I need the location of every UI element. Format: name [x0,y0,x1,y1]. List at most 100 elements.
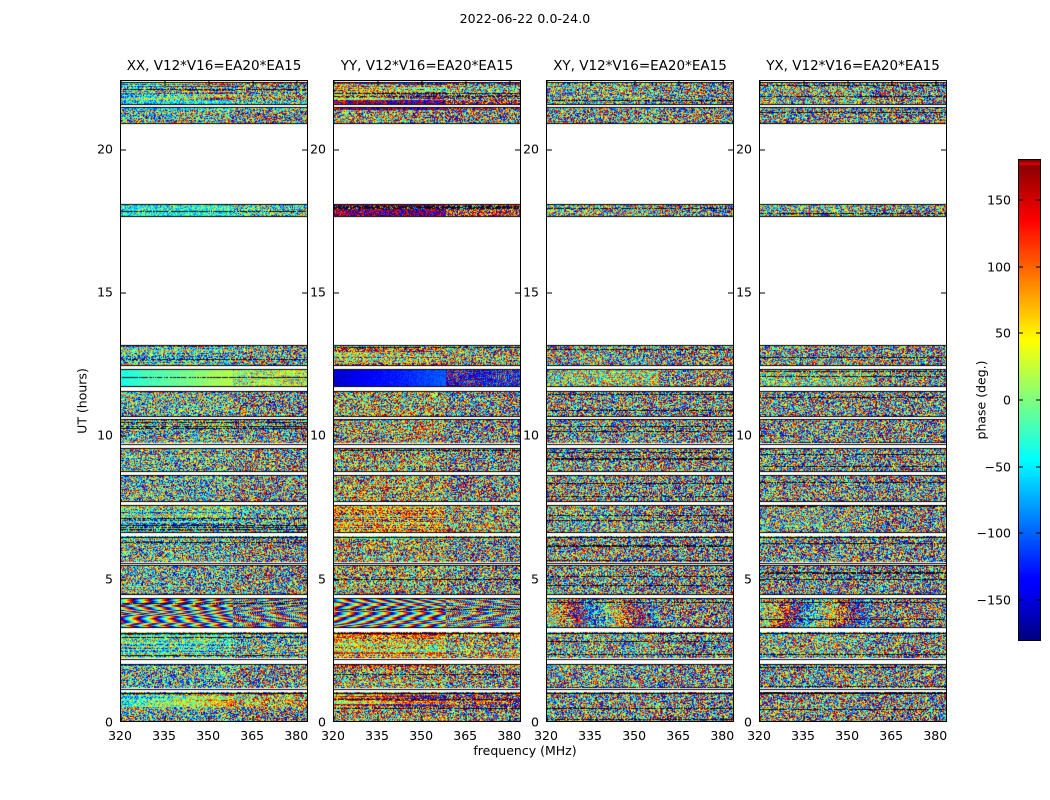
colorbar-tick-label: −50 [984,459,1011,475]
colorbar-tickmark [1036,466,1041,468]
y-tickmark [334,292,339,294]
colorbar-tick-label: 0 [1003,392,1011,408]
y-tickmark [760,435,765,437]
panel-yx[interactable]: YX, V12*V16=EA20*EA15 0 5 10 15 20 320 335 350 3… [736,58,947,743]
x-tickmark [334,81,335,86]
y-tick-label: 20 [97,141,113,157]
y-tick-label: 15 [523,284,539,300]
panel-yx-title: YX, V12*V16=EA20*EA15 [766,58,940,74]
colorbar-tickmark [1018,199,1023,201]
y-tick-label: 0 [744,714,752,730]
x-tickmark [634,81,636,86]
x-tick-label: 380 [923,728,948,743]
x-tickmark [377,716,379,721]
panel-yy[interactable]: YY, V12*V16=EA20*EA15 0 5 10 15 20 320 335 350 3… [310,58,521,743]
panel-xy[interactable]: XY, V12*V16=EA20*EA15 0 5 10 15 20 320 335 350 3… [523,58,734,743]
x-tickmark [678,716,680,721]
y-tickmark [121,292,126,294]
x-tickmark [465,716,467,721]
y-tick-label: 5 [318,571,326,587]
panel-xx-heatmap [121,81,307,721]
colorbar-label: phase (deg.) [973,360,989,440]
y-tickmark [941,292,946,294]
y-tickmark [334,149,339,151]
x-tick-label: 335 [578,728,602,743]
y-tick-label: 5 [531,571,539,587]
y-tickmark [302,292,307,294]
x-tickmark [164,81,166,86]
x-tick-label: 350 [835,728,860,743]
y-axis-label: UT (hours) [74,368,90,434]
y-tick-label: 5 [744,571,752,587]
y-tickmark [121,149,126,151]
colorbar-tick-label: 50 [995,325,1011,341]
x-tick-label: 335 [791,728,815,743]
x-tickmark [678,81,680,86]
y-tickmark [728,149,733,151]
y-tickmark [302,149,307,151]
colorbar-tick-label: −150 [976,592,1011,608]
y-tickmark [121,435,126,437]
x-tickmark [722,81,724,86]
y-tick-label: 20 [310,141,326,157]
y-tickmark [515,292,520,294]
colorbar-tickmark [1018,599,1023,601]
y-tick-label: 0 [531,714,539,730]
y-tick-label: 15 [310,284,326,300]
colorbar-tickmark [1036,332,1041,334]
colorbar-tick-label: 150 [987,192,1011,208]
panel-xx[interactable]: XX, V12*V16=EA20*EA15 0 5 10 15 20 320 335 350 3… [97,58,308,743]
y-tick-label: 15 [97,284,113,300]
x-tick-label: 335 [365,728,389,743]
x-tickmark [935,81,937,86]
y-tick-label: 10 [310,427,326,443]
colorbar-tickmark [1036,599,1041,601]
x-tickmark [509,81,511,86]
y-tick-label: 10 [736,427,752,443]
y-tick-label: 0 [318,714,326,730]
colorbar[interactable]: −150 −100 −50 0 50 100 150 [977,159,1041,641]
y-tick-label: 10 [97,427,113,443]
y-tickmark [547,149,552,151]
colorbar-tickmark [1036,266,1041,268]
x-tickmark [377,81,379,86]
panel-xy-title: XY, V12*V16=EA20*EA15 [553,58,727,74]
panel-xy-heatmap [547,81,733,721]
x-tickmark [164,716,166,721]
x-tickmark [208,716,210,721]
panel-yy-title: YY, V12*V16=EA20*EA15 [340,58,514,74]
y-tick-label: 0 [105,714,113,730]
x-axis-label: frequency (MHz) [473,743,577,758]
x-tickmark [421,81,423,86]
colorbar-tick-label: 100 [987,259,1011,275]
y-tickmark [121,579,126,581]
colorbar-tick-label: −100 [976,525,1011,541]
colorbar-tickmark [1018,532,1023,534]
colorbar-tickmark [1018,399,1023,401]
x-tickmark [465,81,467,86]
panel-yy-heatmap [334,81,520,721]
panel-xy-axes[interactable] [546,80,734,722]
y-tick-label: 10 [523,427,539,443]
x-tick-label: 380 [284,728,309,743]
y-tickmark [547,579,552,581]
panel-yy-axes[interactable] [333,80,521,722]
y-tick-label: 5 [105,571,113,587]
panel-xx-axes[interactable] [120,80,308,722]
y-tickmark [728,579,733,581]
x-tickmark [590,81,592,86]
y-tickmark [515,579,520,581]
colorbar-tickmark [1018,466,1023,468]
colorbar-tickmark [1036,532,1041,534]
y-tickmark [760,579,765,581]
x-tickmark [421,716,423,721]
panel-yx-axes[interactable] [759,80,947,722]
x-tickmark [803,81,805,86]
x-tick-label: 365 [879,728,904,743]
x-tickmark [847,716,849,721]
x-tickmark [847,81,849,86]
x-tickmark [547,716,548,721]
y-tickmark [941,579,946,581]
x-tickmark [334,716,335,721]
x-tick-label: 320 [321,728,345,743]
